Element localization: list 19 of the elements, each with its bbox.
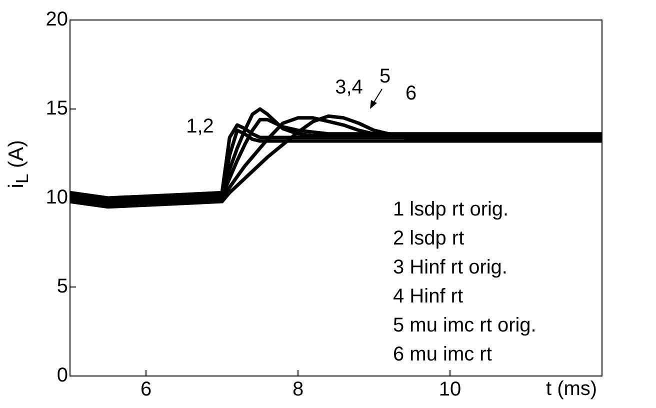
x-tick-label: 8 (292, 378, 304, 401)
annotation: 1,2 (186, 116, 214, 138)
annotation: 2 lsdp rt (393, 228, 465, 250)
y-tick-label: 20 (46, 8, 68, 31)
x-tick-label: 6 (140, 378, 152, 401)
annotation: 3 Hinf rt orig. (393, 256, 508, 279)
annotation: 4 Hinf rt (393, 286, 464, 308)
x-tick-label: 10 (438, 378, 462, 401)
x-axis-title: t (ms) (546, 378, 598, 401)
y-tick-label: 15 (46, 98, 68, 120)
annotation: 5 (379, 66, 391, 88)
annotation: 5 mu imc rt orig. (393, 314, 536, 337)
annotation: 6 mu imc rt (393, 344, 492, 366)
annotation: 6 (405, 82, 417, 105)
annotation: 3,4 (335, 76, 363, 99)
y-tick-label: 5 (56, 276, 68, 298)
annotation: 1 lsdp rt orig. (393, 198, 509, 221)
y-tick-label: 0 (56, 364, 68, 387)
y-tick-label: 10 (46, 186, 68, 209)
